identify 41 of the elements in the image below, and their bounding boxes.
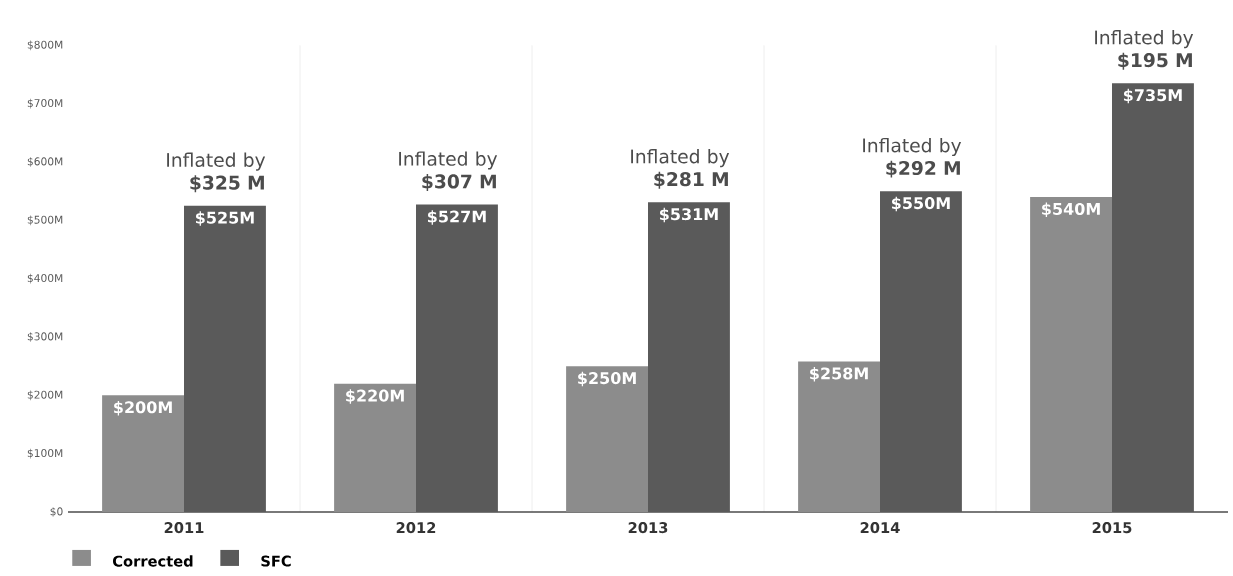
annotation: Inflated by $325 M xyxy=(167,152,266,193)
bar xyxy=(1030,197,1112,512)
y-tick-label: $0 xyxy=(50,507,63,517)
bar xyxy=(102,395,184,512)
annotation: Inflated by $195 M xyxy=(1095,30,1194,70)
bar xyxy=(798,361,880,512)
bar xyxy=(184,205,266,512)
data-label: $735M xyxy=(1123,88,1182,104)
y-tick-label: $300M xyxy=(27,332,63,342)
y-tick-label: $400M xyxy=(27,273,63,284)
data-label: $220M xyxy=(346,389,404,404)
data-label: $527M xyxy=(427,210,486,225)
y-tick-label: $100M xyxy=(27,448,63,459)
bar xyxy=(416,204,498,512)
annotation: Inflated by $307 M xyxy=(399,151,498,191)
annotation: Inflated by $292 M xyxy=(863,137,962,178)
y-tick-label: $800M xyxy=(27,40,63,51)
y-tick-label: $500M xyxy=(27,215,63,226)
bar xyxy=(334,383,416,512)
bar xyxy=(566,366,648,512)
data-label: $200M xyxy=(114,400,172,416)
annotation: Inflated by $281 M xyxy=(631,149,730,189)
y-tick-label: $200M xyxy=(27,390,63,401)
legend-label: Corrected xyxy=(113,555,193,567)
bar xyxy=(880,191,962,512)
data-label: $540M xyxy=(1042,202,1100,218)
data-label: $550M xyxy=(891,196,950,212)
y-tick-label: $600M xyxy=(27,157,63,167)
data-label: $250M xyxy=(578,371,636,387)
data-label: $531M xyxy=(659,207,718,223)
x-tick-label: 2014 xyxy=(860,522,900,534)
legend-label: SFC xyxy=(261,555,291,567)
y-tick-label: $700M xyxy=(27,98,63,109)
bar xyxy=(648,202,730,512)
x-tick-label: 2015 xyxy=(1092,522,1132,534)
x-tick-label: 2012 xyxy=(396,522,436,534)
bar xyxy=(1112,83,1194,512)
x-tick-label: 2011 xyxy=(164,522,204,534)
data-label: $258M xyxy=(810,367,868,382)
x-tick-label: 2013 xyxy=(628,522,668,534)
data-label: $525M xyxy=(195,211,254,226)
